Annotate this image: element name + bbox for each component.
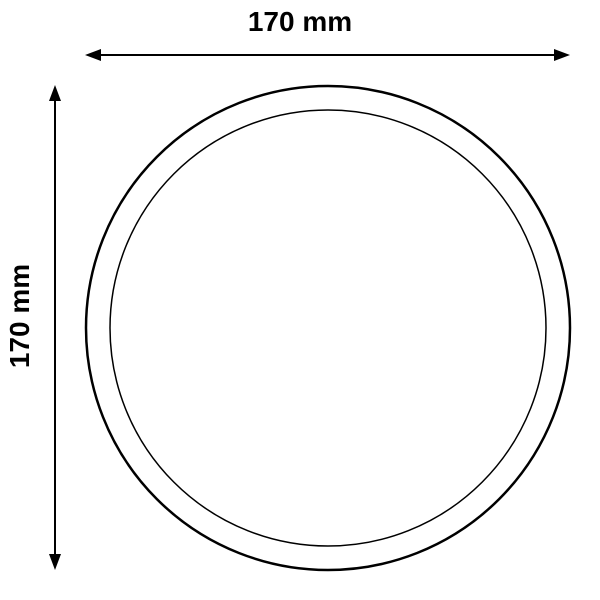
diagram-svg bbox=[0, 0, 600, 600]
left-dimension-label: 170 mm bbox=[4, 264, 36, 368]
background bbox=[0, 0, 600, 600]
dimension-diagram: 170 mm 170 mm bbox=[0, 0, 600, 600]
top-dimension-label: 170 mm bbox=[248, 6, 352, 38]
